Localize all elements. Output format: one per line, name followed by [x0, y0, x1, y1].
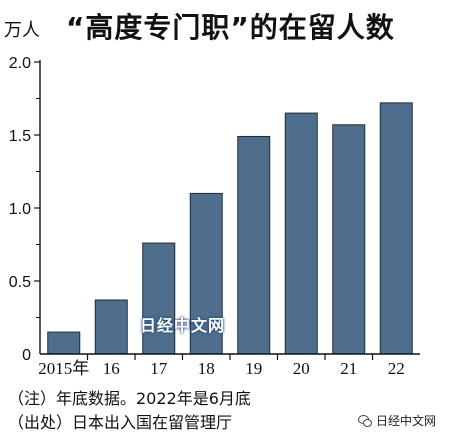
- bar: [94, 299, 128, 355]
- y-axis: 0 0.5 1.0 1.5 2.0: [9, 55, 41, 364]
- y-tick-label: 2.0: [9, 55, 31, 72]
- bar: [142, 242, 176, 355]
- watermark-corner: 日经中文网: [357, 412, 436, 429]
- x-tick-label: 18: [198, 359, 215, 378]
- y-tick-label: 0.5: [9, 274, 31, 291]
- x-tick-label: 16: [103, 359, 120, 378]
- x-tick-label: 22: [388, 359, 405, 378]
- chart-notes: （注）年底数据。2022年是6月底 （出处）日本出入国在留管理厅: [8, 387, 251, 435]
- bars: [47, 102, 413, 355]
- x-axis: 2015年 16 17 18 19 20 21 22: [38, 353, 420, 378]
- source-text: （出处）日本出入国在留管理厅: [8, 413, 233, 432]
- bar: [189, 192, 223, 355]
- chart-title: “高度专门职”的在留人数: [66, 11, 395, 44]
- x-tick-label: 17: [150, 359, 168, 378]
- y-tick-label: 1.0: [9, 201, 31, 218]
- x-tick-label: 19: [245, 359, 262, 378]
- bar: [332, 124, 366, 355]
- watermark-center: 日经中文网: [140, 316, 226, 335]
- y-tick-label: 0: [22, 347, 31, 364]
- x-tick-label: 2015年: [38, 359, 89, 378]
- bar: [379, 102, 413, 355]
- unit-label: 万人: [4, 20, 40, 41]
- watermark-corner-text: 日经中文网: [375, 414, 436, 428]
- y-tick-label: 1.5: [9, 128, 31, 145]
- wechat-icon: [357, 414, 372, 427]
- x-tick-label: 20: [293, 359, 310, 378]
- bar: [47, 331, 81, 355]
- chart-header: 万人 “高度专门职”的在留人数: [0, 4, 450, 48]
- note-text: （注）年底数据。2022年是6月底: [8, 389, 251, 408]
- bar: [237, 135, 271, 355]
- x-tick-label: 21: [340, 359, 357, 378]
- bar: [284, 112, 318, 355]
